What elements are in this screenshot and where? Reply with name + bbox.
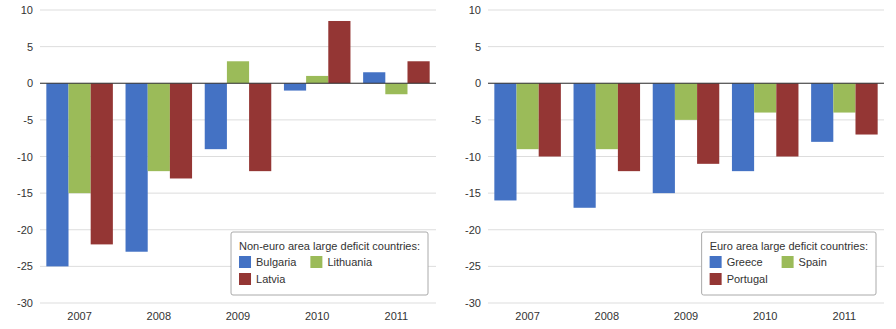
x-axis: 2007 2008 2009 2010 2011	[67, 310, 408, 322]
chart-root: -30 -25 -20 -15 -10 -5 0 5 10 2007 2008 2009 2010 201…	[0, 0, 896, 329]
legend-label: Portugal	[727, 273, 768, 285]
y-axis: -30 -25 -20 -15 -10 -5 0 5 10	[465, 4, 884, 309]
bar	[284, 83, 306, 90]
y-tick-label: -5	[23, 114, 33, 126]
x-tick-label: 2007	[67, 310, 91, 322]
legend: Non-euro area large deficit countries: Bu…	[231, 232, 428, 295]
legend-swatch	[310, 256, 322, 268]
baseline	[488, 83, 884, 84]
chart-panel: -30 -25 -20 -15 -10 -5 0 5 10 2007 2008 2009 2010 201…	[465, 4, 884, 322]
x-axis: 2007 2008 2009 2010 2011	[515, 310, 856, 322]
bar	[91, 83, 113, 244]
bar	[148, 83, 170, 171]
legend-swatch	[239, 256, 251, 268]
bar	[855, 83, 877, 134]
bar	[675, 83, 697, 120]
bar	[596, 83, 618, 149]
x-tick-label: 2008	[595, 310, 619, 322]
x-tick-label: 2011	[385, 310, 409, 322]
y-tick-label: -30	[17, 297, 33, 309]
chart-panel: -30 -25 -20 -15 -10 -5 0 5 10 2007 2008 2009 2010 201…	[17, 4, 436, 322]
x-tick-label: 2011	[833, 310, 857, 322]
grid-line	[40, 46, 436, 47]
bar	[517, 83, 539, 149]
legend-box	[231, 232, 428, 295]
legend-title: Euro area large deficit countries:	[710, 240, 868, 252]
bar	[205, 83, 227, 149]
bars	[46, 21, 429, 266]
legend-swatch	[239, 273, 251, 285]
grid-line	[488, 303, 884, 304]
y-tick-label: 5	[475, 41, 481, 53]
grid-line	[40, 10, 436, 11]
bar	[69, 83, 91, 193]
bar	[328, 21, 350, 83]
y-tick-label: -15	[17, 187, 33, 199]
legend-swatch	[710, 256, 722, 268]
baseline	[40, 83, 436, 84]
legend-label: Lithuania	[327, 256, 373, 268]
y-tick-label: -10	[17, 151, 33, 163]
bar	[306, 76, 328, 83]
y-tick-label: 10	[21, 4, 33, 16]
bars	[494, 83, 877, 208]
grid-line	[488, 10, 884, 11]
grid-line	[40, 83, 436, 84]
legend-label: Bulgaria	[256, 256, 297, 268]
x-tick-label: 2009	[226, 310, 250, 322]
bar	[776, 83, 798, 156]
x-tick-label: 2010	[753, 310, 777, 322]
y-tick-label: 0	[27, 77, 33, 89]
grid-line	[488, 83, 884, 84]
legend-label: Greece	[727, 256, 763, 268]
grid-line	[488, 46, 884, 47]
bar	[46, 83, 68, 266]
y-tick-label: -15	[465, 187, 481, 199]
y-tick-label: -10	[465, 151, 481, 163]
y-tick-label: -25	[465, 260, 481, 272]
bar	[618, 83, 640, 171]
y-tick-label: 5	[27, 41, 33, 53]
x-tick-label: 2007	[515, 310, 539, 322]
y-tick-label: -25	[17, 260, 33, 272]
bar	[385, 83, 407, 94]
x-tick-label: 2009	[674, 310, 698, 322]
grid-line	[40, 303, 436, 304]
legend-swatch	[782, 256, 794, 268]
y-tick-label: -5	[471, 114, 481, 126]
bar	[407, 61, 429, 83]
y-tick-label: -30	[465, 297, 481, 309]
bar	[494, 83, 516, 200]
bar	[170, 83, 192, 178]
x-tick-label: 2010	[305, 310, 329, 322]
legend-label: Latvia	[256, 273, 286, 285]
grid-line	[488, 193, 884, 194]
bar	[574, 83, 596, 208]
bar	[249, 83, 271, 171]
bar	[754, 83, 776, 112]
bar	[539, 83, 561, 156]
y-tick-label: 0	[475, 77, 481, 89]
bar	[126, 83, 148, 251]
bar	[227, 61, 249, 83]
legend-label: Spain	[799, 256, 827, 268]
legend: Euro area large deficit countries: Greece…	[702, 232, 876, 295]
y-tick-label: -20	[465, 224, 481, 236]
bar	[363, 72, 385, 83]
bar	[732, 83, 754, 171]
bar	[697, 83, 719, 164]
y-axis: -30 -25 -20 -15 -10 -5 0 5 10	[17, 4, 436, 309]
x-tick-label: 2008	[147, 310, 171, 322]
grid-line	[488, 229, 884, 230]
legend-swatch	[710, 273, 722, 285]
bar	[811, 83, 833, 142]
legend-box	[702, 232, 876, 295]
y-tick-label: 10	[469, 4, 481, 16]
bar	[833, 83, 855, 112]
y-tick-label: -20	[17, 224, 33, 236]
bar	[653, 83, 675, 193]
legend-title: Non-euro area large deficit countries:	[239, 240, 420, 252]
